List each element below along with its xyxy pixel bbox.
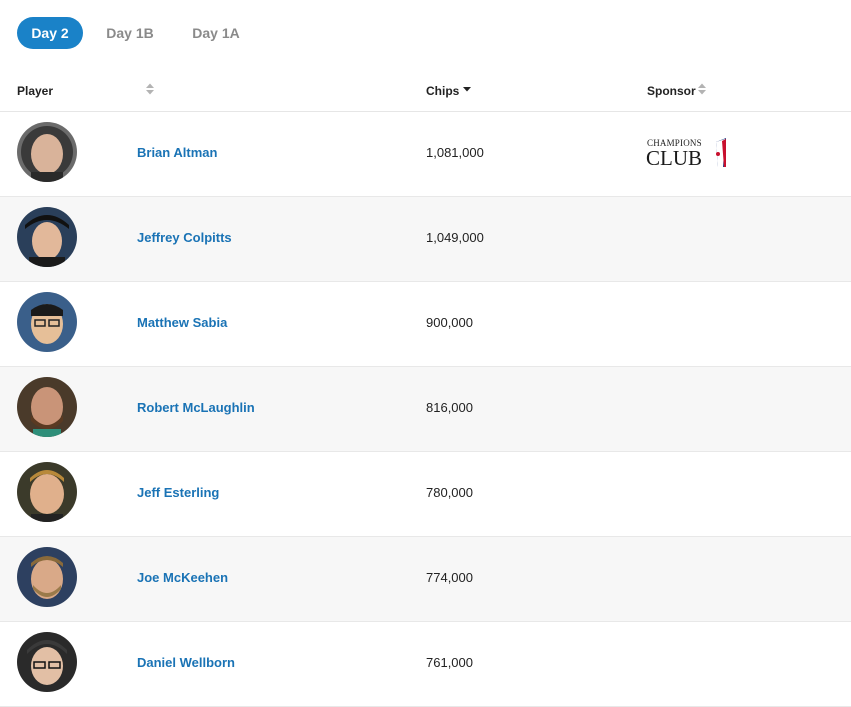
sort-both-icon[interactable] xyxy=(145,82,155,96)
column-header-sponsor[interactable]: Sponsor xyxy=(647,84,696,98)
player-name-link[interactable]: Jeff Esterling xyxy=(137,485,220,500)
table-header: Player Chips Sponsor xyxy=(0,72,851,112)
chip-count: 900,000 xyxy=(426,315,473,330)
sponsor-logo-line1: CHAMPIONS xyxy=(647,138,702,148)
player-name-link[interactable]: Joe McKeehen xyxy=(137,570,229,585)
table-row: Jeffrey Colpitts 1,049,000 xyxy=(0,197,851,282)
chip-count: 816,000 xyxy=(426,400,473,415)
player-avatar[interactable] xyxy=(17,207,77,267)
player-avatar[interactable] xyxy=(17,122,77,182)
player-avatar[interactable] xyxy=(17,292,77,352)
chip-count: 761,000 xyxy=(426,655,473,670)
chip-count: 780,000 xyxy=(426,485,473,500)
chip-count: 1,081,000 xyxy=(426,145,484,160)
table-row: Joe McKeehen 774,000 xyxy=(0,537,851,622)
table-row: Matthew Sabia 900,000 xyxy=(0,282,851,367)
sponsor-logo-line2: CLUB xyxy=(646,146,702,170)
player-avatar[interactable] xyxy=(17,547,77,607)
player-name-link[interactable]: Brian Altman xyxy=(137,145,218,160)
sponsor-logo-champions-club[interactable]: CHAMPIONS CLUB xyxy=(646,136,730,170)
table-row: Brian Altman 1,081,000 CHAMPIONS CLUB xyxy=(0,112,851,197)
chip-count: 774,000 xyxy=(426,570,473,585)
chip-count: 1,049,000 xyxy=(426,230,484,245)
tab-day-1b[interactable]: Day 1B xyxy=(106,25,154,41)
day-tabs: Day 2 Day 1B Day 1A xyxy=(0,0,851,72)
player-name-link[interactable]: Jeffrey Colpitts xyxy=(137,230,232,245)
sort-desc-icon[interactable] xyxy=(462,84,472,98)
column-header-player[interactable]: Player xyxy=(17,84,54,98)
player-avatar[interactable] xyxy=(17,632,77,692)
player-name-link[interactable]: Robert McLaughlin xyxy=(137,400,255,415)
player-name-link[interactable]: Matthew Sabia xyxy=(137,315,228,330)
player-avatar[interactable] xyxy=(17,462,77,522)
column-header-chips[interactable]: Chips xyxy=(426,84,460,98)
player-avatar[interactable] xyxy=(17,377,77,437)
tab-day-1a[interactable]: Day 1A xyxy=(192,25,240,41)
table-row: Jeff Esterling 780,000 xyxy=(0,452,851,537)
sort-both-icon[interactable] xyxy=(697,82,707,96)
player-name-link[interactable]: Daniel Wellborn xyxy=(137,655,235,670)
table-row: Daniel Wellborn 761,000 xyxy=(0,622,851,707)
table-row: Robert McLaughlin 816,000 xyxy=(0,367,851,452)
tab-day-2[interactable]: Day 2 xyxy=(17,17,83,49)
